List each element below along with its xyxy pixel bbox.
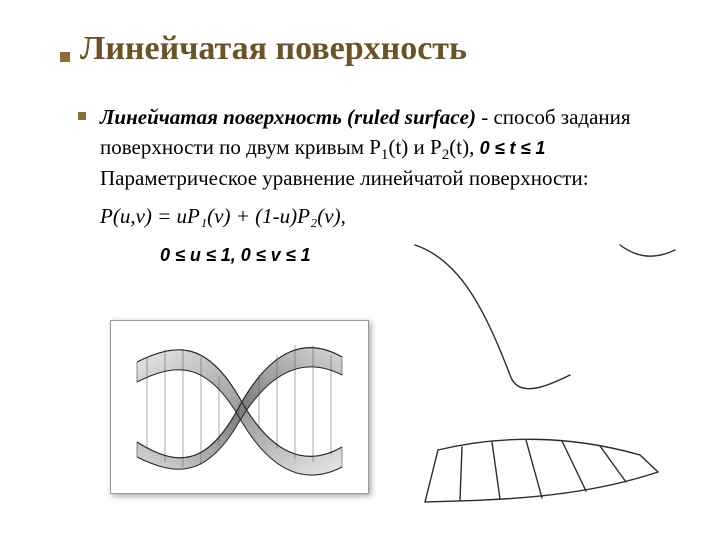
body-text: Линейчатая поверхность (ruled surface) -…	[100, 102, 680, 193]
sketch-ruled-surface	[400, 230, 690, 510]
equation: P(u,v) = uP₁(v) + (1-u)P₂(v),	[100, 204, 346, 229]
body-t2: (t) и P	[388, 135, 441, 159]
body-t4: Параметрическое уравнение линейчатой пов…	[100, 166, 589, 190]
figure-svg	[117, 327, 362, 487]
page-title: Линейчатая поверхность	[80, 30, 467, 68]
uv-range: 0 ≤ u ≤ 1, 0 ≤ v ≤ 1	[160, 245, 311, 266]
title-bullet	[60, 52, 70, 62]
sketch-curve-2	[620, 245, 675, 256]
slide: { "title": "Линейчатая поверхность", "ti…	[0, 0, 720, 540]
sketch-svg	[400, 230, 690, 510]
term-ruled-surface: Линейчатая поверхность (ruled surface)	[100, 105, 476, 129]
figure-ruled-surface	[110, 320, 369, 494]
sketch-curve-1	[415, 245, 570, 389]
body-bullet	[78, 112, 86, 120]
t-range: 0 ≤ t ≤ 1	[480, 135, 546, 161]
sketch-base-top	[438, 439, 640, 455]
body-t3: (t),	[449, 135, 479, 159]
